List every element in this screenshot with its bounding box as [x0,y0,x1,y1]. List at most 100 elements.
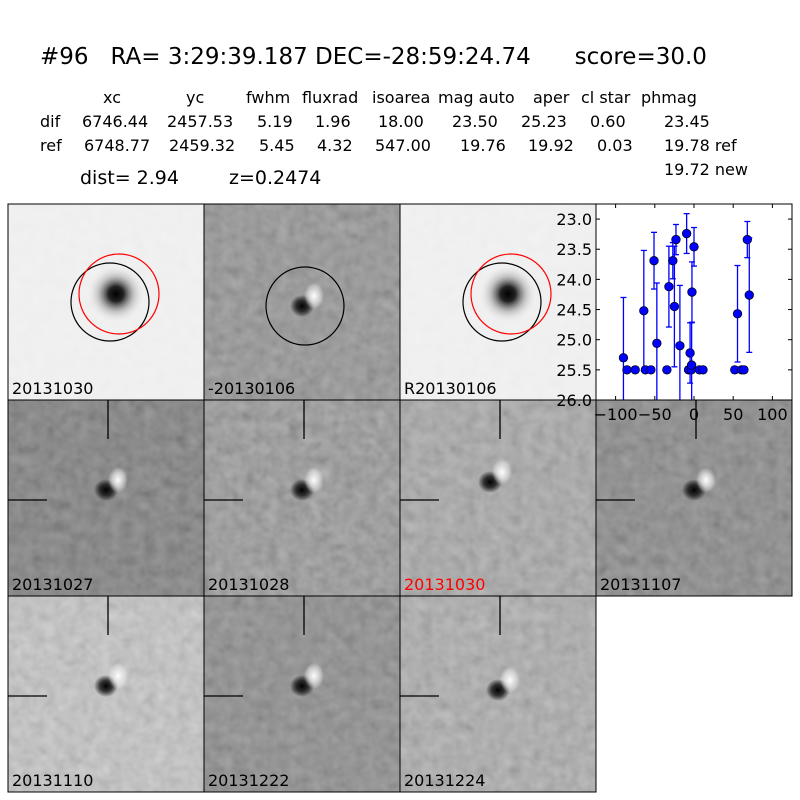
table-cell: 5.45 [259,136,295,155]
table-cell: 6748.77 [84,136,151,155]
marker [686,360,697,370]
table-cell: 23.50 [452,112,498,131]
table-cell: 0.60 [590,112,626,131]
table-cell: 0.03 [597,136,633,155]
marker [687,287,697,297]
column-header: xc [103,88,121,107]
data-point [622,365,632,375]
image-stamp: 20131030 [399,399,597,597]
column-header: mag auto [438,88,515,107]
star-source [86,264,146,324]
marker [742,234,752,245]
column-header: fluxrad [302,88,359,107]
positive-residual [304,283,324,309]
column-header: fwhm [246,88,291,107]
marker [744,290,754,300]
light-curve-plot: 23.0 23.5 24.0 24.5 25.0 25.5 26.0−100 −50 0 50 10… [556,203,793,424]
black-aperture-circle [70,262,150,342]
stamp-date-label: -20130106 [208,379,295,398]
row-label: ref [40,136,62,155]
x-tick-label: −50 [638,405,672,424]
x-tick-label: 100 [757,405,788,424]
y-tick-label: 24.5 [556,301,592,320]
stamp-date-label: 20131110 [12,771,93,790]
data-point [689,226,699,267]
table-cell: 1.96 [315,112,351,131]
data-point [687,261,697,323]
stamp-date-label: 20131224 [404,771,485,790]
black-aperture-circle [462,262,542,342]
positive-residual [304,467,324,493]
y-tick-label: 25.0 [556,331,592,350]
row-label: dif [40,112,61,131]
data-point [618,296,629,400]
red-aperture-circle [78,253,160,335]
figure-title: #96 RA= 3:29:39.187 DEC=-28:59:24.74 sco… [40,44,707,70]
image-stamp: 20131030 [7,203,205,401]
x-tick-label: −100 [594,405,638,424]
positive-residual [500,667,520,693]
marker [662,365,672,375]
marker [732,309,743,319]
marker [622,365,632,375]
positive-residual [696,467,716,493]
marker [652,338,662,348]
marker [639,306,649,316]
y-tick-label: 25.5 [556,361,592,380]
data-point [630,365,640,375]
data-point [732,264,743,363]
data-point [739,365,749,375]
table-cell: 2457.53 [167,112,234,131]
data-point [652,282,662,400]
column-header: phmag [641,88,697,107]
image-stamp: -20130106 [203,203,401,401]
marker [675,341,685,351]
data-point [662,365,672,375]
data-point [675,284,685,400]
image-stamp: 20131224 [399,595,597,793]
phmag-new: 19.72 new [664,160,748,179]
x-tick-label: 50 [723,405,743,424]
stamp-date-label: 20131030 [12,379,93,398]
image-stamp: R20130106 [399,203,597,401]
column-header: aper [533,88,570,107]
x-tick-label: 0 [689,405,699,424]
marker [646,365,656,375]
image-stamp: 20131028 [203,399,401,597]
stamp-date-label: 20131222 [208,771,289,790]
table-cell: 5.19 [257,112,293,131]
image-stamp: 20131107 [595,399,793,597]
positive-residual [304,663,324,689]
table-cell: 19.92 [528,136,574,155]
marker [685,348,695,358]
data-point [669,245,680,368]
table-cell: 2459.32 [169,136,236,155]
marker [698,365,708,375]
y-tick-label: 23.0 [556,210,592,229]
data-point [646,365,656,375]
table-cell: 6746.44 [82,112,149,131]
red-aperture-circle [470,253,552,335]
marker [689,242,699,252]
table-cell: 18.00 [378,112,424,131]
data-point [744,237,754,354]
table-cell: 25.23 [521,112,567,131]
table-cell: 19.76 [460,136,506,155]
positive-residual [108,663,128,689]
table-cell: 4.32 [317,136,353,155]
marker [739,365,749,375]
star-source [478,264,538,324]
z-value: z=0.2474 [229,167,322,189]
dist-value: dist= 2.94 [80,167,179,189]
stamp-date-label: 20131027 [12,575,93,594]
image-stamp: 20131027 [7,399,205,597]
stamp-date-label: 20131107 [600,575,681,594]
black-aperture-circle [265,266,345,346]
column-header: isoarea [372,88,431,107]
data-point [681,212,692,255]
table-cell: 19.78 ref [664,136,737,155]
marker [668,256,678,266]
positive-residual [492,459,512,485]
table-cell: 547.00 [375,136,431,155]
marker [669,301,680,312]
